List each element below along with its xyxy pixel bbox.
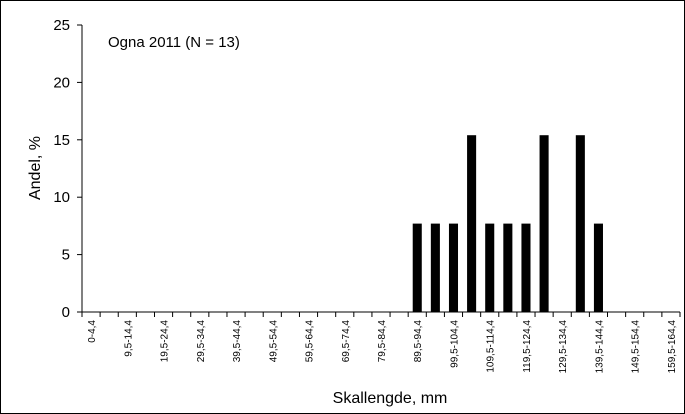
x-tick-label: 109,5-114,4 — [486, 320, 497, 373]
x-tick-label: 89,5-94,4 — [413, 320, 424, 363]
y-tick-label: 5 — [62, 247, 70, 264]
x-axis-title: Skallengde, mm — [333, 390, 448, 407]
x-tick-label: 49,5-54,4 — [268, 320, 279, 363]
x-tick-label: 119,5-124,4 — [522, 320, 533, 373]
y-tick-label: 20 — [53, 74, 70, 91]
bars — [412, 135, 603, 312]
x-tick-label: 0-4,4 — [87, 320, 98, 343]
y-tick-label: 15 — [53, 132, 70, 149]
x-tick-label: 59,5-64,4 — [305, 320, 316, 363]
y-tick-label: 25 — [53, 17, 70, 34]
x-tick-label: 29,5-34,4 — [196, 320, 207, 363]
bar — [467, 135, 477, 312]
bar — [575, 135, 585, 312]
x-tick-label: 129,5-134,4 — [558, 320, 569, 374]
y-axis-ticks: 0 5 10 15 20 25 — [53, 17, 82, 321]
bar — [593, 223, 603, 312]
y-tick-label: 10 — [53, 189, 70, 206]
bar — [485, 223, 495, 312]
y-axis-title: Andel, % — [27, 136, 44, 200]
x-tick-label: 159,5-164,4 — [667, 320, 678, 374]
bar — [430, 223, 440, 312]
x-axis-ticks: 0-4,4 9,5-14,4 19,5-24,4 29,5-34,4 39,5-44,4… — [81, 312, 681, 374]
bar — [412, 223, 422, 312]
x-tick-label: 39,5-44,4 — [232, 320, 243, 363]
x-tick-label: 19,5-24,4 — [160, 320, 171, 363]
bar — [539, 135, 549, 312]
y-tick-label: 0 — [62, 304, 70, 321]
x-tick-label: 149,5-154,4 — [631, 320, 642, 374]
bar — [448, 223, 459, 312]
bar — [503, 223, 513, 312]
chart-annotation: Ogna 2011 (N = 13) — [108, 34, 240, 51]
x-tick-label: 69,5-74,4 — [341, 320, 352, 363]
x-tick-label: 79,5-84,4 — [377, 320, 388, 363]
x-tick-label: 139,5-144,4 — [594, 320, 605, 374]
x-tick-label: 99,5-104,4 — [449, 320, 460, 368]
x-tick-label: 9,5-14,4 — [123, 320, 134, 357]
bar — [521, 223, 531, 312]
